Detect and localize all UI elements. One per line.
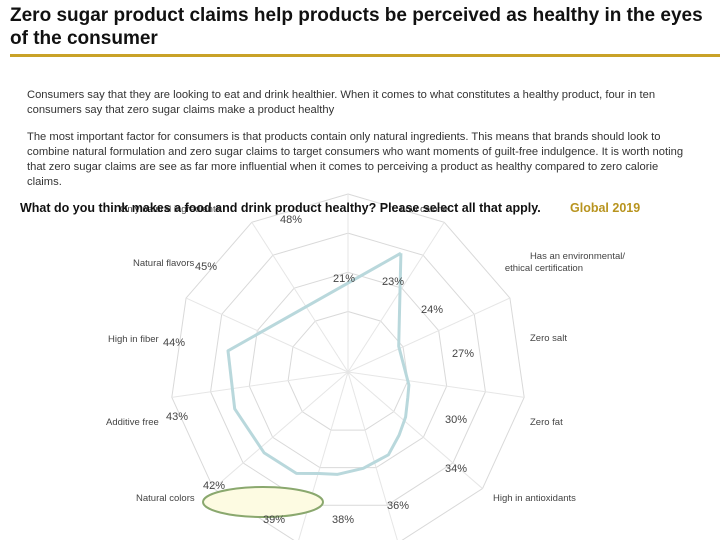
category-label: High in fiber [108, 334, 159, 345]
grid-spoke-3 [347, 371, 525, 398]
category-label: Has an environmental/ethical certificati… [505, 251, 626, 274]
value-labels: 48% 21% 23% 24% 27% 30% 34% 36% 38% 39% 42% 43% 44% 4… [163, 214, 474, 526]
category-labels: Only natural ingredients Low calorie Has a… [106, 204, 625, 504]
title-underline [10, 54, 720, 57]
value-label: 43% [166, 411, 188, 423]
grid-spoke-4 [347, 371, 483, 489]
intro-paragraph: Consumers say that they are looking to e… [27, 89, 656, 116]
value-label: 48% [280, 214, 302, 226]
category-label: Only natural ingredients [120, 204, 221, 215]
grid-ring-2 [248, 271, 448, 469]
value-label: 27% [452, 348, 474, 360]
value-label: 38% [332, 514, 354, 526]
value-label: 30% [445, 414, 467, 426]
value-label: 39% [263, 514, 285, 526]
value-label: 44% [163, 337, 185, 349]
series-line [226, 251, 411, 476]
grid-spoke-10 [251, 221, 349, 373]
grid-spoke-5 [347, 371, 398, 540]
insight-paragraph: The most important factor for consumers … [27, 131, 684, 188]
value-label: 24% [421, 304, 443, 316]
category-label: Natural colors [136, 493, 195, 504]
grid-spoke-7 [213, 371, 349, 489]
category-label: High in antioxidants [493, 493, 576, 504]
highlight-ellipse [202, 486, 324, 518]
grid-spoke-2 [347, 297, 511, 373]
chart-subtitle: Global 2019 [570, 201, 641, 215]
chart-title: What do you think makes a food and drink… [20, 201, 541, 215]
grid-spoke-8 [171, 371, 349, 398]
value-label: 42% [203, 480, 225, 492]
grid-ring-0 [171, 193, 525, 540]
grid-spoke-1 [347, 221, 445, 373]
grid-ring-1 [210, 232, 486, 506]
value-label: 23% [382, 276, 404, 288]
category-label: Low calorie [400, 204, 448, 215]
value-label: 34% [445, 463, 467, 475]
category-label: Zero salt [530, 333, 567, 344]
page-title: Zero sugar product claims help products … [10, 5, 703, 49]
grid-spoke-6 [298, 371, 349, 540]
value-label: 45% [195, 261, 217, 273]
value-label: 36% [387, 500, 409, 512]
category-label: Natural flavors [133, 258, 194, 269]
category-label: Additive free [106, 417, 159, 428]
category-label: Zero fat [530, 417, 563, 428]
grid-spoke-9 [185, 297, 349, 373]
value-label: 21% [333, 273, 355, 285]
